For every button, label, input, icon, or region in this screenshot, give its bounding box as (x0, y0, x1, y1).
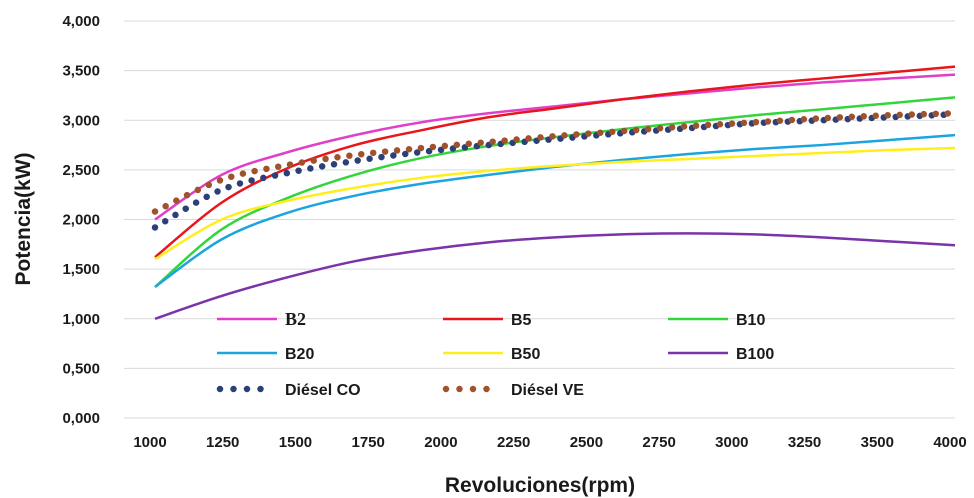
series-line-b2 (154, 73, 956, 221)
y-tick-label: 3,500 (62, 63, 100, 80)
legend-label: B10 (736, 312, 765, 329)
y-axis-ticks: 0,000 0,500 1,000 1,500 2,000 2,500 3,000 3,500… (62, 13, 100, 427)
series-line-b20 (154, 133, 956, 289)
y-tick-label: 2,000 (62, 212, 100, 229)
x-tick-label: 2500 (570, 434, 603, 451)
series-line-di-sel-ve (151, 110, 959, 215)
y-tick-label: 1,500 (62, 261, 100, 278)
legend-label: B2 (285, 309, 306, 329)
x-tick-label: 2750 (642, 434, 675, 451)
legend-label: B50 (511, 346, 540, 363)
x-axis-title: Revoluciones(rpm) (445, 474, 635, 497)
series-line-di-sel-co (151, 111, 959, 231)
x-tick-label: 1000 (133, 434, 166, 451)
y-tick-label: 4,000 (62, 13, 100, 30)
legend-label: Diésel VE (511, 382, 584, 399)
legend: B2 B5 B10 B20 B50 B100 Diésel CO Diésel VE (216, 309, 774, 399)
y-tick-label: 0,000 (62, 410, 100, 427)
y-axis-title: Potencia(kW) (12, 152, 35, 285)
y-tick-label: 2,500 (62, 162, 100, 179)
x-tick-label: 3250 (788, 434, 821, 451)
x-tick-label: 1250 (206, 434, 239, 451)
x-tick-label: 3000 (715, 434, 748, 451)
x-tick-label: 1500 (279, 434, 312, 451)
series-lines (151, 65, 959, 320)
legend-label: B100 (736, 346, 774, 363)
series-line-b100 (154, 232, 956, 320)
legend-label: B5 (511, 312, 532, 329)
y-tick-label: 1,000 (62, 311, 100, 328)
x-tick-label: 1750 (352, 434, 385, 451)
series-line-b5 (154, 65, 956, 259)
legend-label: Diésel CO (285, 382, 361, 399)
x-axis-ticks: 1000 1250 1500 1750 2000 2250 2500 2750 3000 3250… (133, 434, 966, 451)
x-tick-label: 2250 (497, 434, 530, 451)
series-line-b50 (154, 146, 956, 261)
legend-label: B20 (285, 346, 314, 363)
series-line-b10 (154, 96, 956, 288)
y-tick-label: 0,500 (62, 360, 100, 377)
x-tick-label: 2000 (424, 434, 457, 451)
y-tick-label: 3,000 (62, 112, 100, 129)
x-tick-label: 3500 (861, 434, 894, 451)
x-tick-label: 4000 (933, 434, 966, 451)
